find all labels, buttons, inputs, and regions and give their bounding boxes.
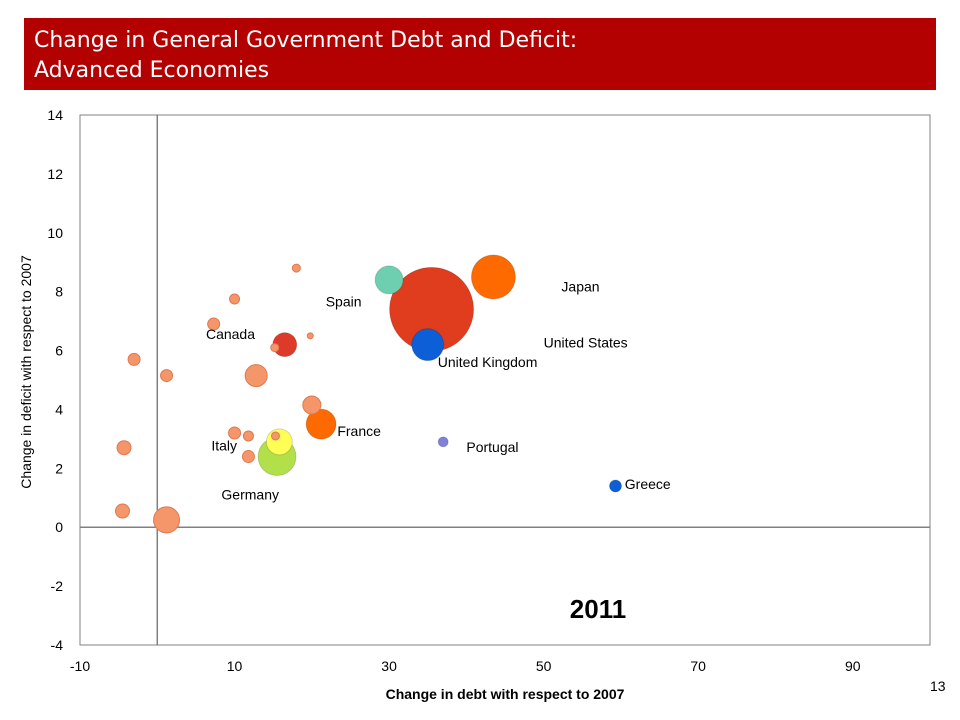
data-label-japan: Japan — [561, 279, 599, 295]
y-tick-label: 4 — [55, 401, 63, 417]
page-number: 13 — [930, 678, 946, 694]
data-label-italy: Italy — [211, 438, 237, 454]
y-axis-title: Change in deficit with respect to 2007 — [18, 255, 34, 489]
bubble — [116, 440, 132, 456]
bubble — [207, 317, 221, 331]
bubble-greece — [609, 479, 622, 493]
x-tick-label: 90 — [845, 658, 861, 674]
x-tick-label: -10 — [70, 658, 90, 674]
bubble — [271, 431, 280, 441]
bubble — [228, 426, 242, 440]
bubble — [242, 430, 254, 442]
bubble-italy — [265, 428, 293, 456]
bubble — [291, 263, 301, 273]
bubble-portugal — [437, 436, 449, 448]
y-tick-label: -2 — [51, 578, 64, 594]
x-axis-title: Change in debt with respect to 2007 — [386, 686, 625, 702]
title-bar: Change in General Government Debt and De… — [24, 18, 936, 90]
bubble-spain — [374, 265, 404, 295]
data-label-canada: Canada — [206, 326, 255, 342]
data-label-germany: Germany — [221, 486, 279, 502]
data-label-spain: Spain — [326, 293, 362, 309]
x-tick-label: 30 — [381, 658, 397, 674]
y-tick-label: 14 — [47, 107, 63, 123]
y-tick-label: 0 — [55, 519, 63, 535]
year-annotation: 2011 — [570, 594, 626, 624]
data-label-united-states: United States — [544, 335, 628, 351]
y-tick-label: 8 — [55, 284, 63, 300]
x-tick-label: 70 — [690, 658, 706, 674]
y-tick-label: 2 — [55, 460, 63, 476]
bubble-france — [305, 408, 337, 440]
y-tick-label: -4 — [51, 637, 64, 653]
y-tick-label: 12 — [47, 166, 63, 182]
bubble — [127, 352, 141, 366]
bubble — [160, 369, 174, 383]
bubble — [302, 395, 322, 415]
y-tick-label: 6 — [55, 343, 63, 359]
bubble — [115, 503, 130, 519]
data-label-france: France — [337, 423, 381, 439]
bubble — [306, 332, 314, 340]
y-tick-label: 10 — [47, 225, 63, 241]
bubble-japan — [470, 254, 516, 300]
x-tick-label: 50 — [536, 658, 552, 674]
x-tick-label: 10 — [227, 658, 243, 674]
data-label-greece: Greece — [625, 476, 671, 492]
data-label-united-kingdom: United Kingdom — [438, 354, 538, 370]
bubble — [241, 450, 255, 464]
plot-area — [79, 114, 931, 646]
data-label-portugal: Portugal — [466, 439, 518, 455]
slide-title: Change in General Government Debt and De… — [34, 28, 578, 83]
bubble — [244, 364, 268, 388]
bubble — [229, 293, 241, 305]
bubble-united-kingdom — [411, 328, 445, 362]
bubble — [153, 506, 181, 534]
bubble — [270, 343, 280, 353]
